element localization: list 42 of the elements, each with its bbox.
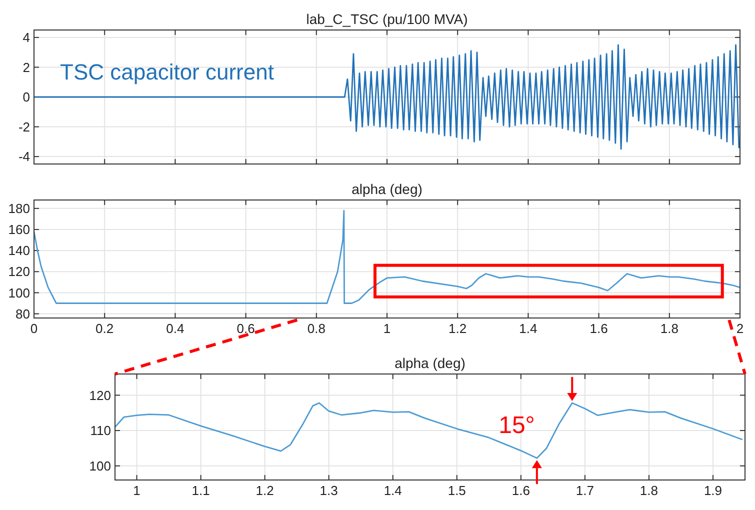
y-tick-label: 0 (22, 90, 30, 105)
x-tick-label: 1.6 (512, 483, 530, 498)
y-tick-label: 2 (22, 60, 30, 75)
y-tick-label: 110 (90, 423, 111, 438)
y-tick-label: 100 (89, 458, 111, 474)
x-tick-label: 1.2 (256, 483, 274, 498)
chart-title: alpha (deg) (352, 181, 422, 197)
x-tick-label: 0.2 (96, 321, 114, 336)
y-tick-label: 4 (22, 30, 30, 45)
x-tick-label: 0.6 (236, 321, 255, 336)
x-tick-label: 1.9 (704, 483, 722, 498)
y-tick-label: 100 (8, 285, 30, 300)
y-tick-label: 160 (8, 222, 30, 238)
y-tick-label: 80 (16, 306, 30, 322)
y-tick-label: 140 (8, 243, 30, 258)
x-tick-label: 1.3 (320, 483, 338, 498)
chart-title: lab_C_TSC (pu/100 MVA) (306, 11, 468, 27)
chart-title: alpha (deg) (394, 355, 466, 371)
x-tick-label: 1.6 (590, 321, 608, 336)
x-tick-label: 1.5 (448, 483, 466, 498)
line-series (115, 402, 742, 459)
x-tick-label: 0.4 (166, 321, 184, 336)
series-label: TSC capacitor current (60, 60, 274, 85)
x-tick-label: 0.8 (307, 321, 326, 336)
x-tick-label: 2 (736, 321, 744, 336)
line-series (34, 210, 740, 304)
x-tick-label: 1 (383, 321, 391, 336)
x-tick-label: 1.8 (660, 321, 678, 336)
annotation: 15° (498, 412, 535, 439)
x-tick-label: 1.8 (640, 483, 658, 498)
x-tick-label: 1 (133, 483, 140, 498)
y-tick-label: -4 (18, 149, 30, 164)
y-tick-label: 120 (89, 388, 111, 403)
y-tick-label: -2 (18, 119, 30, 134)
x-tick-label: 1.1 (192, 483, 210, 498)
y-tick-label: 120 (8, 264, 30, 280)
x-tick-label: 1.7 (576, 483, 594, 498)
line-series (34, 44, 740, 150)
y-tick-label: 180 (8, 200, 30, 216)
x-tick-label: 1.4 (384, 483, 402, 498)
x-tick-label: 1.4 (519, 321, 538, 336)
x-tick-label: 1.2 (448, 321, 467, 336)
